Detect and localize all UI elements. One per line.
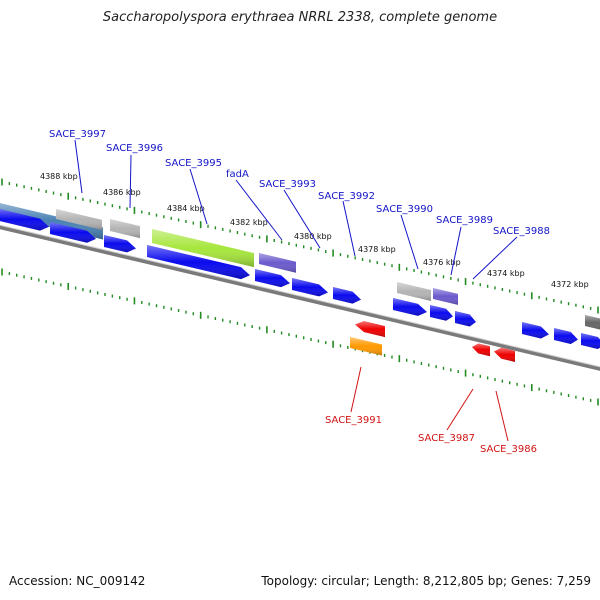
leader-sace-3995 xyxy=(189,168,208,225)
scale-ticks-upper xyxy=(1,178,599,314)
gene-label-sace-3992[interactable]: SACE_3992 xyxy=(318,191,375,202)
leader-sace-3996 xyxy=(129,154,132,209)
gene-features xyxy=(0,203,600,362)
leader-sace-3991 xyxy=(350,366,362,413)
gene-blue-5-shade xyxy=(255,269,290,288)
gene-blue-2-shade xyxy=(50,222,96,243)
genome-title: Saccharopolyspora erythraea NRRL 2338, c… xyxy=(102,10,498,25)
leader-sace-3997 xyxy=(74,139,83,194)
gene-green-shade xyxy=(152,229,254,268)
gene-label-sace-3996[interactable]: SACE_3996 xyxy=(106,143,163,154)
gene-label-sace-3986[interactable]: SACE_3986 xyxy=(480,444,537,455)
gene-label-fada[interactable]: fadA xyxy=(226,169,249,180)
leader-sace-3989 xyxy=(450,226,462,276)
gene-label-sace-3991[interactable]: SACE_3991 xyxy=(325,415,382,426)
leader-fada xyxy=(235,179,283,241)
gene-blue-7-shade xyxy=(333,287,361,304)
gene-red-1-shade xyxy=(355,321,385,338)
gene-label-sace-3989[interactable]: SACE_3989 xyxy=(436,215,493,226)
gene-blue-11-shade xyxy=(522,322,549,339)
gene-blue-8-shade xyxy=(393,298,427,316)
leader-sace-3987 xyxy=(446,388,474,431)
gene-blue-13-shade xyxy=(581,333,600,349)
gene-label-sace-3988[interactable]: SACE_3988 xyxy=(493,226,550,237)
gene-blue-1-shade xyxy=(0,209,49,231)
leader-sace-3992 xyxy=(342,200,356,257)
scale-label-4386: 4386 kbp xyxy=(103,188,141,197)
gene-purple-1-shade xyxy=(259,253,296,273)
gene-red-2-shade xyxy=(472,343,490,357)
scale-label-4378: 4378 kbp xyxy=(358,245,396,254)
accession-text: Accession: NC_009142 xyxy=(9,574,146,588)
gene-label-sace-3993[interactable]: SACE_3993 xyxy=(259,179,316,190)
scale-ticks-lower xyxy=(1,268,599,406)
gene-red-3-shade xyxy=(494,347,515,362)
genome-backbone xyxy=(0,225,600,371)
gene-blue-10-shade xyxy=(455,311,476,327)
gene-blue-3-shade xyxy=(104,235,136,253)
leader-sace-3993 xyxy=(283,189,321,249)
scale-label-4384: 4384 kbp xyxy=(167,204,205,213)
leader-sace-3988 xyxy=(472,236,518,280)
gene-purple-2-shade xyxy=(433,288,458,305)
scale-label-4372: 4372 kbp xyxy=(551,280,589,289)
gene-label-sace-3997[interactable]: SACE_3997 xyxy=(49,129,106,140)
scale-label-4382: 4382 kbp xyxy=(230,218,268,227)
scale-label-4374: 4374 kbp xyxy=(487,269,525,278)
gene-label-sace-3990[interactable]: SACE_3990 xyxy=(376,204,433,215)
gene-grey-2-shade xyxy=(110,219,140,239)
leader-sace-3990 xyxy=(400,214,419,270)
gene-label-sace-3995[interactable]: SACE_3995 xyxy=(165,158,222,169)
genome-backbone-highlight xyxy=(0,224,600,368)
gene-blue-4-shade xyxy=(147,245,250,280)
scale-label-4388: 4388 kbp xyxy=(40,172,78,181)
scale-label-4376: 4376 kbp xyxy=(423,258,461,267)
gene-darkgrey-shade xyxy=(585,315,600,330)
gene-blue-12-shade xyxy=(554,328,578,344)
gene-grey-1-shade xyxy=(56,209,102,230)
leader-sace-3986 xyxy=(495,390,509,442)
gene-label-sace-3987[interactable]: SACE_3987 xyxy=(418,433,475,444)
gene-blue-9-shade xyxy=(430,305,453,321)
gene-orange-shade xyxy=(350,337,382,356)
gene-blue-6-shade xyxy=(292,278,328,297)
gene-grey-3-shade xyxy=(397,282,431,302)
genome-summary-text: Topology: circular; Length: 8,212,805 bp… xyxy=(261,574,591,588)
